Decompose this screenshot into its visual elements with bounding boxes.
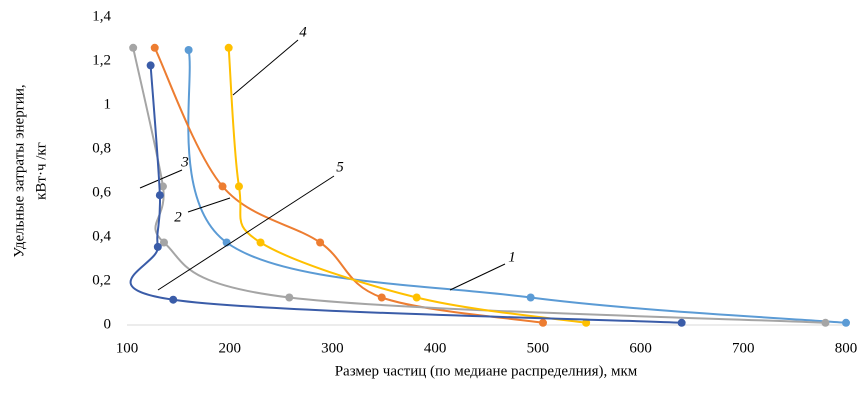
x-tick-label: 500 [527,340,550,356]
data-point [412,293,421,302]
x-tick-label: 100 [116,340,139,356]
data-point [150,43,159,52]
y-axis-label: Удельные затраты энергии, [11,84,27,257]
data-point [526,293,535,302]
series-label: 2 [174,209,182,225]
data-point [169,295,178,304]
leader-line [449,263,506,291]
data-point [538,318,547,327]
data-point [285,293,294,302]
series-line [132,47,826,324]
y-axis-label: кВт·ч /кг [33,142,49,200]
data-point [821,318,830,327]
x-tick-label: 300 [321,340,344,356]
x-tick-label: 400 [424,340,447,356]
y-tick-label: 1 [104,96,112,112]
y-tick-label: 0,4 [92,228,111,244]
y-tick-label: 0,6 [92,184,111,200]
x-tick-label: 600 [629,340,652,356]
data-point [234,182,243,191]
y-tick-label: 1,2 [92,52,111,68]
x-axis-label: Размер частиц (по медиане распределния),… [335,363,638,379]
series-line [129,65,682,324]
data-point [155,191,164,200]
data-point [158,182,167,191]
leader-line [157,175,335,291]
x-tick-label: 700 [732,340,755,356]
leader-line [139,169,183,189]
data-point [377,293,386,302]
series-line [227,47,587,324]
data-point [582,318,591,327]
data-point [129,43,138,52]
x-tick-label: 800 [835,340,858,356]
y-tick-label: 0,8 [92,140,111,156]
data-point [842,318,850,327]
leader-line [232,39,299,96]
leader-line [187,197,231,213]
data-point [159,238,168,247]
data-point [153,242,162,251]
data-point [256,238,265,247]
series-label: 5 [336,159,344,175]
x-tick-label: 200 [218,340,241,356]
y-tick-label: 0,2 [92,272,111,288]
series-label: 4 [299,24,307,40]
series-line [187,49,847,324]
data-point [184,46,193,54]
data-point [677,318,686,327]
series-label: 1 [508,249,516,265]
data-point [316,238,325,247]
data-point [224,43,233,52]
data-point [146,61,155,70]
data-point [218,182,227,191]
series-label: 3 [180,154,189,170]
y-tick-label: 0 [104,316,112,332]
y-tick-label: 1,4 [92,8,111,24]
